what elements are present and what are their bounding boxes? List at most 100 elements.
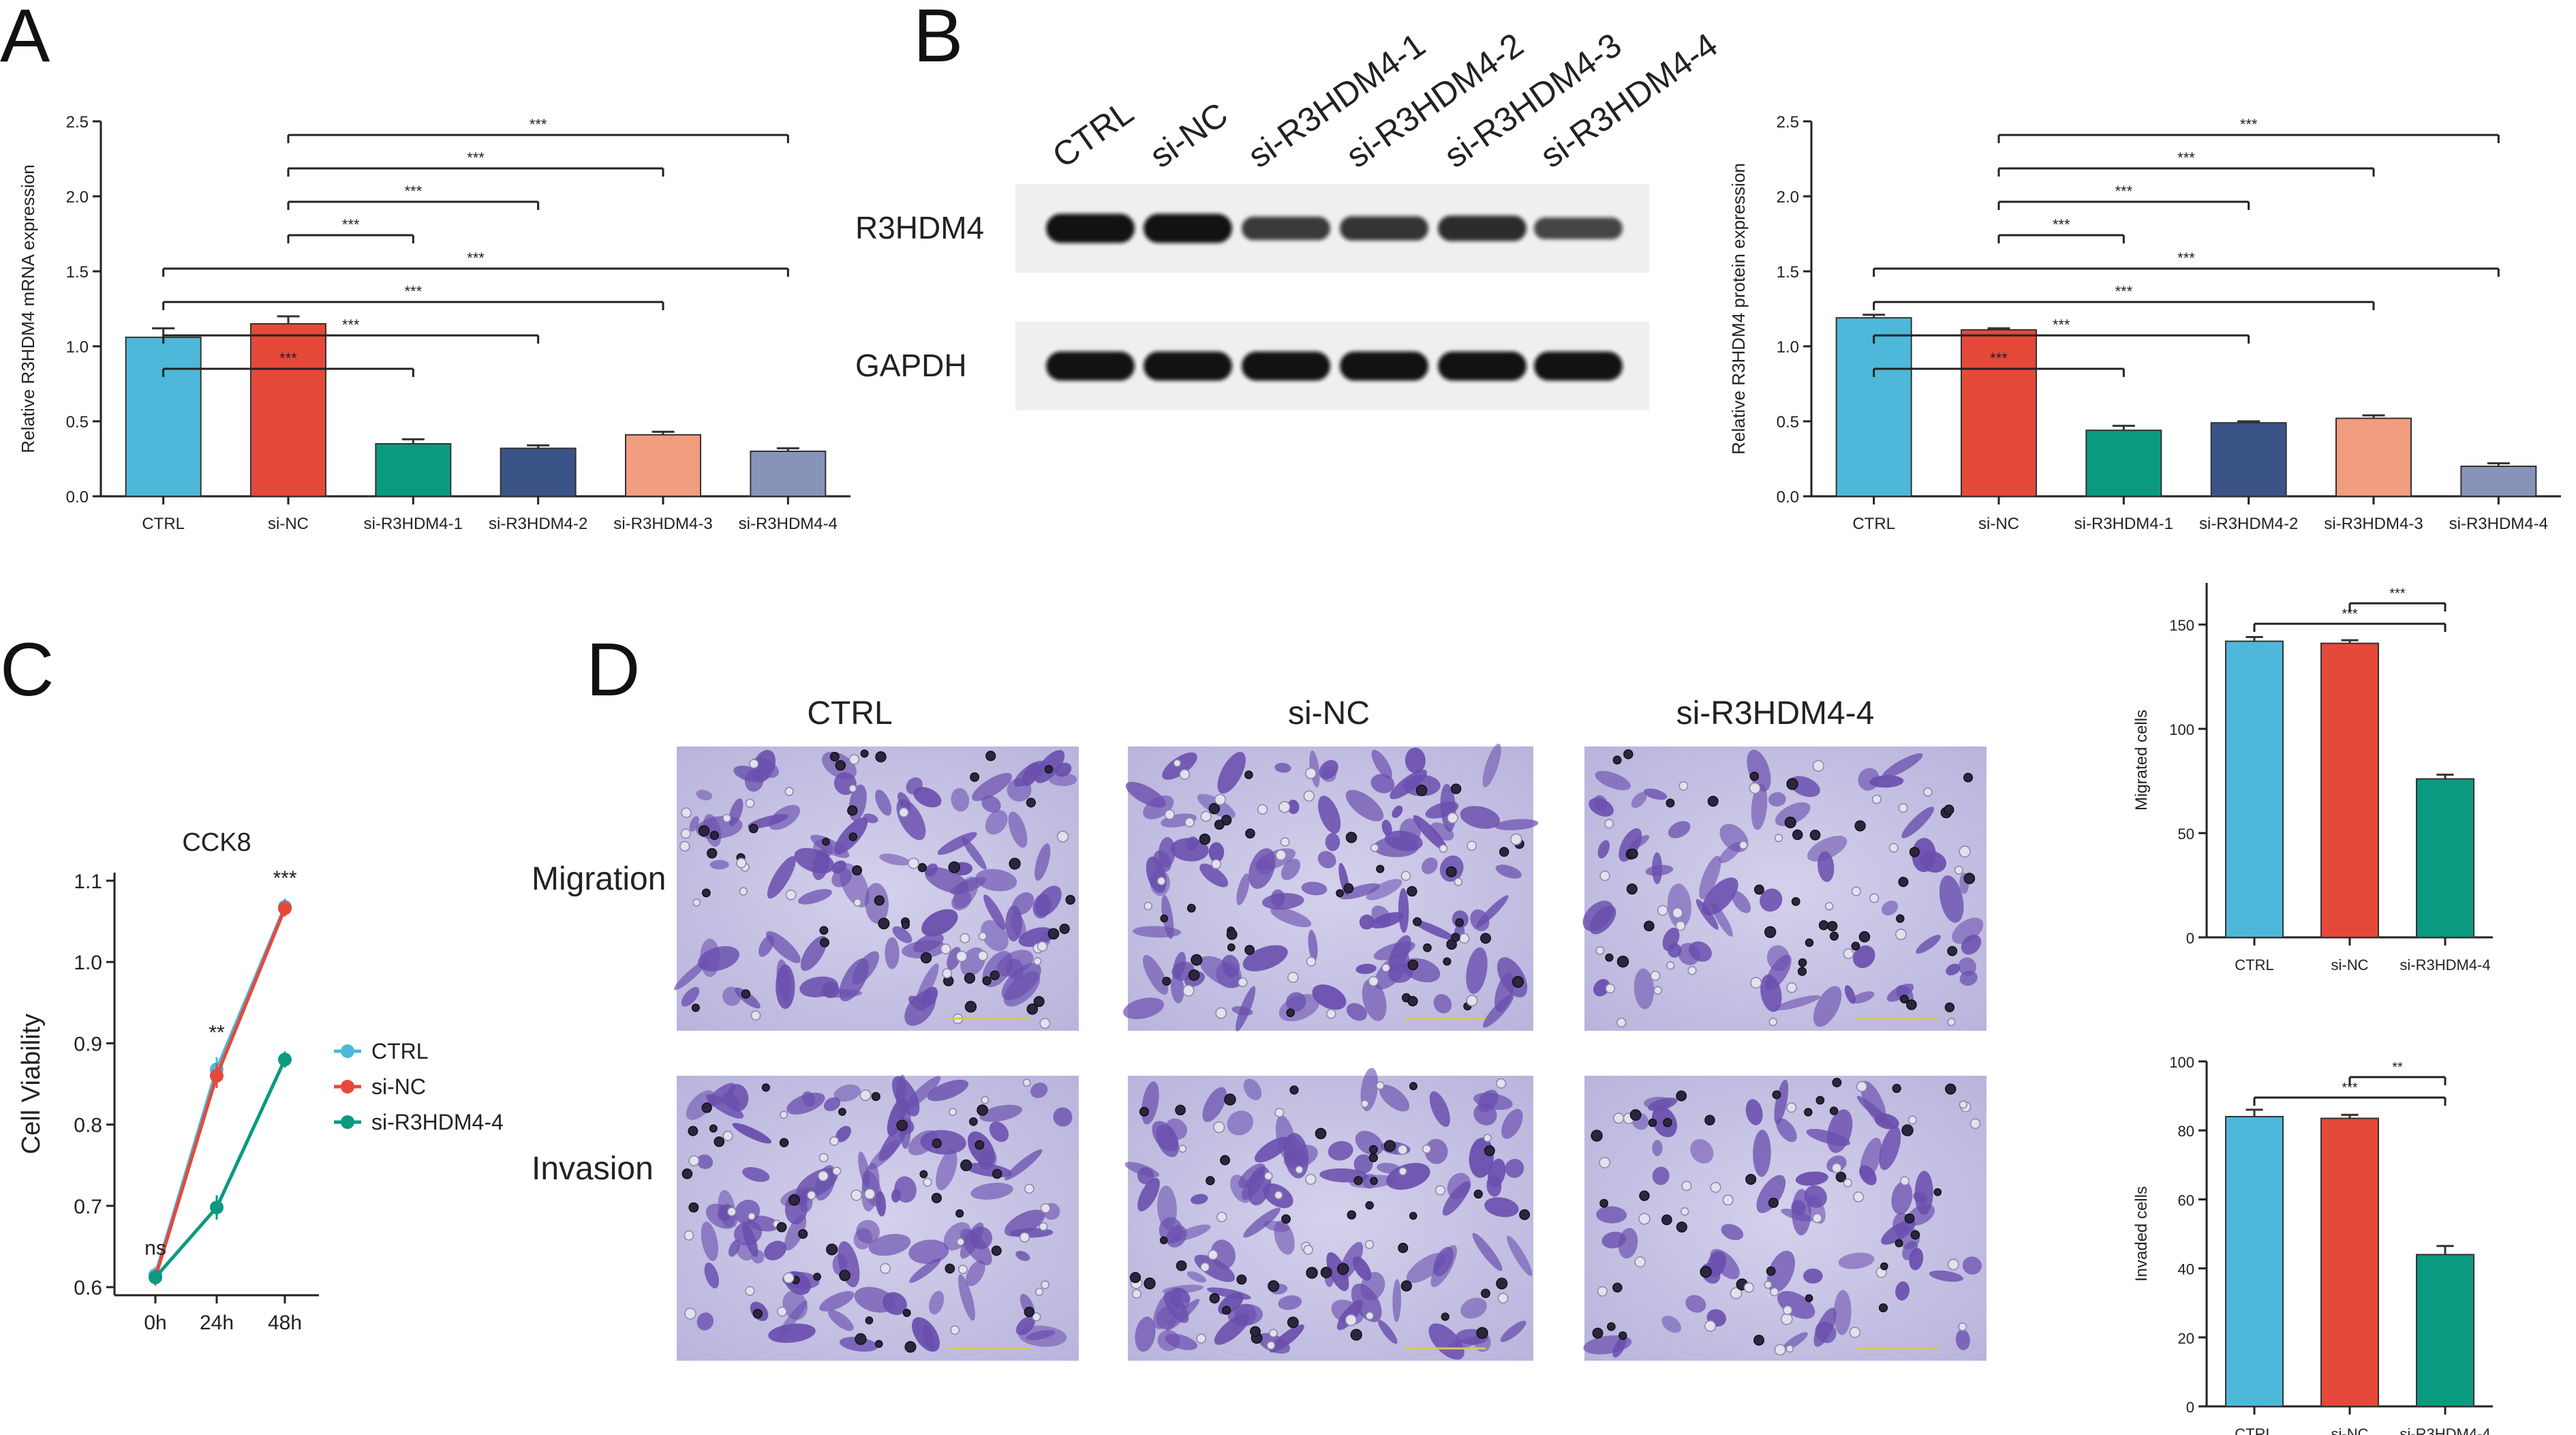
pore xyxy=(920,952,932,964)
pore xyxy=(1678,781,1689,791)
pore xyxy=(1178,1145,1187,1153)
pore xyxy=(1738,841,1748,849)
pore xyxy=(1815,1096,1825,1105)
stained-cell xyxy=(1412,920,1456,941)
pore xyxy=(788,1194,800,1206)
y-tick-label: 2.0 xyxy=(66,188,89,207)
bar xyxy=(2085,429,2162,498)
y-tick-label: 0.5 xyxy=(66,413,89,432)
pore xyxy=(970,772,980,782)
pore xyxy=(1853,1191,1865,1203)
x-tick-label: si-NC xyxy=(1978,515,2019,533)
pore xyxy=(1851,941,1860,951)
stained-cell xyxy=(736,1243,754,1261)
pore xyxy=(1216,1211,1227,1222)
pore xyxy=(931,1192,942,1203)
pore xyxy=(960,933,970,943)
stained-cell xyxy=(1339,883,1381,900)
pore xyxy=(1743,1282,1754,1293)
pore xyxy=(1480,933,1491,944)
blot-band xyxy=(1144,351,1232,381)
pore xyxy=(1040,1203,1051,1213)
stained-cell xyxy=(895,1074,906,1108)
pore xyxy=(1963,873,1976,884)
stained-cell xyxy=(1507,1235,1533,1276)
stained-cell xyxy=(1685,1295,1706,1313)
pore xyxy=(1415,785,1428,796)
stained-cell xyxy=(800,935,827,971)
stained-cell xyxy=(1274,1220,1295,1255)
pore xyxy=(826,1243,838,1256)
stained-cell xyxy=(726,1084,749,1112)
pore xyxy=(1423,943,1432,952)
pore xyxy=(806,1190,816,1200)
pore xyxy=(1499,847,1509,857)
pore xyxy=(1638,1213,1651,1225)
stained-cell xyxy=(936,1149,957,1190)
y-tick-label: 1.0 xyxy=(1777,338,1799,357)
pore xyxy=(1616,955,1629,968)
stained-cell xyxy=(797,889,832,905)
stained-cell xyxy=(1852,991,1875,1004)
pore xyxy=(1268,1280,1280,1293)
stained-cell xyxy=(1702,877,1738,916)
pore xyxy=(1160,914,1169,923)
stained-cell xyxy=(686,1090,715,1120)
pore xyxy=(964,972,976,984)
y-tick-label: 1.0 xyxy=(74,952,102,974)
pore xyxy=(1484,1145,1495,1156)
pore xyxy=(1131,1288,1141,1299)
significance-label: *** xyxy=(404,183,422,200)
pore xyxy=(874,1340,883,1348)
stained-cell xyxy=(909,1258,941,1283)
pore xyxy=(1959,1100,1967,1109)
y-tick-label: 100 xyxy=(2169,1054,2194,1071)
pore xyxy=(1907,1115,1917,1125)
stained-cell xyxy=(1281,858,1301,881)
pore xyxy=(1144,901,1153,911)
pore xyxy=(688,1202,699,1213)
pore xyxy=(1035,1287,1044,1296)
pore xyxy=(1353,1176,1363,1185)
pore xyxy=(1211,859,1222,869)
pore xyxy=(1480,1288,1490,1299)
pore xyxy=(1164,809,1175,820)
pore xyxy=(848,784,857,793)
pore xyxy=(1345,1314,1358,1327)
pore xyxy=(977,950,988,961)
pore xyxy=(1818,920,1829,931)
stained-cell xyxy=(981,920,1009,952)
pore xyxy=(1368,1153,1378,1162)
pore xyxy=(1381,963,1391,973)
pore xyxy=(1044,765,1054,774)
pore xyxy=(679,841,690,852)
bar xyxy=(1961,329,2037,497)
series-line xyxy=(153,906,287,1275)
stained-cell xyxy=(1813,986,1842,1027)
pore xyxy=(1215,1007,1227,1019)
pore xyxy=(1774,1344,1786,1356)
bar xyxy=(500,447,577,497)
pore xyxy=(1666,961,1675,970)
pore xyxy=(1159,1236,1168,1245)
pore xyxy=(902,1308,911,1317)
chart-mrna-expression: 0.0 0.5 1.0 1.5 2.0 2.5 Relative R3HDM4 mRNA e… xyxy=(18,113,850,533)
pore xyxy=(1661,1214,1672,1226)
pore xyxy=(1888,843,1899,853)
pore xyxy=(1368,976,1379,987)
stained-cell xyxy=(1366,879,1402,901)
stained-cell xyxy=(823,1097,841,1111)
pore xyxy=(1244,945,1255,955)
pore xyxy=(1704,1320,1717,1332)
pore xyxy=(1753,1335,1764,1346)
stained-cell xyxy=(1721,1224,1744,1241)
pore xyxy=(1483,1134,1492,1143)
y-tick-label: 1.0 xyxy=(66,338,89,357)
stained-cell xyxy=(1011,892,1034,916)
stained-cell xyxy=(1689,941,1712,962)
stained-cell xyxy=(1652,1166,1670,1185)
pore xyxy=(1041,1280,1049,1289)
pore xyxy=(1473,1189,1483,1199)
pore xyxy=(990,970,1000,980)
